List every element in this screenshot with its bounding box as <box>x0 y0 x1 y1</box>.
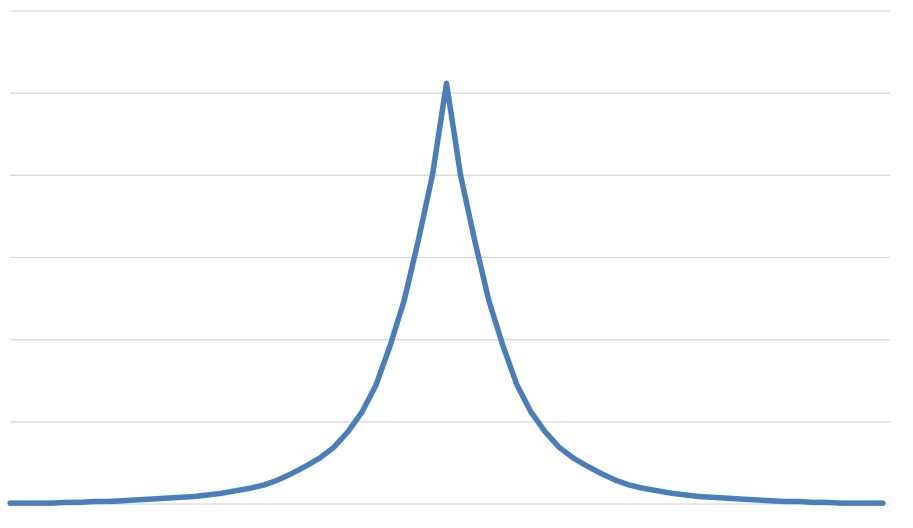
data-line <box>7 80 886 506</box>
